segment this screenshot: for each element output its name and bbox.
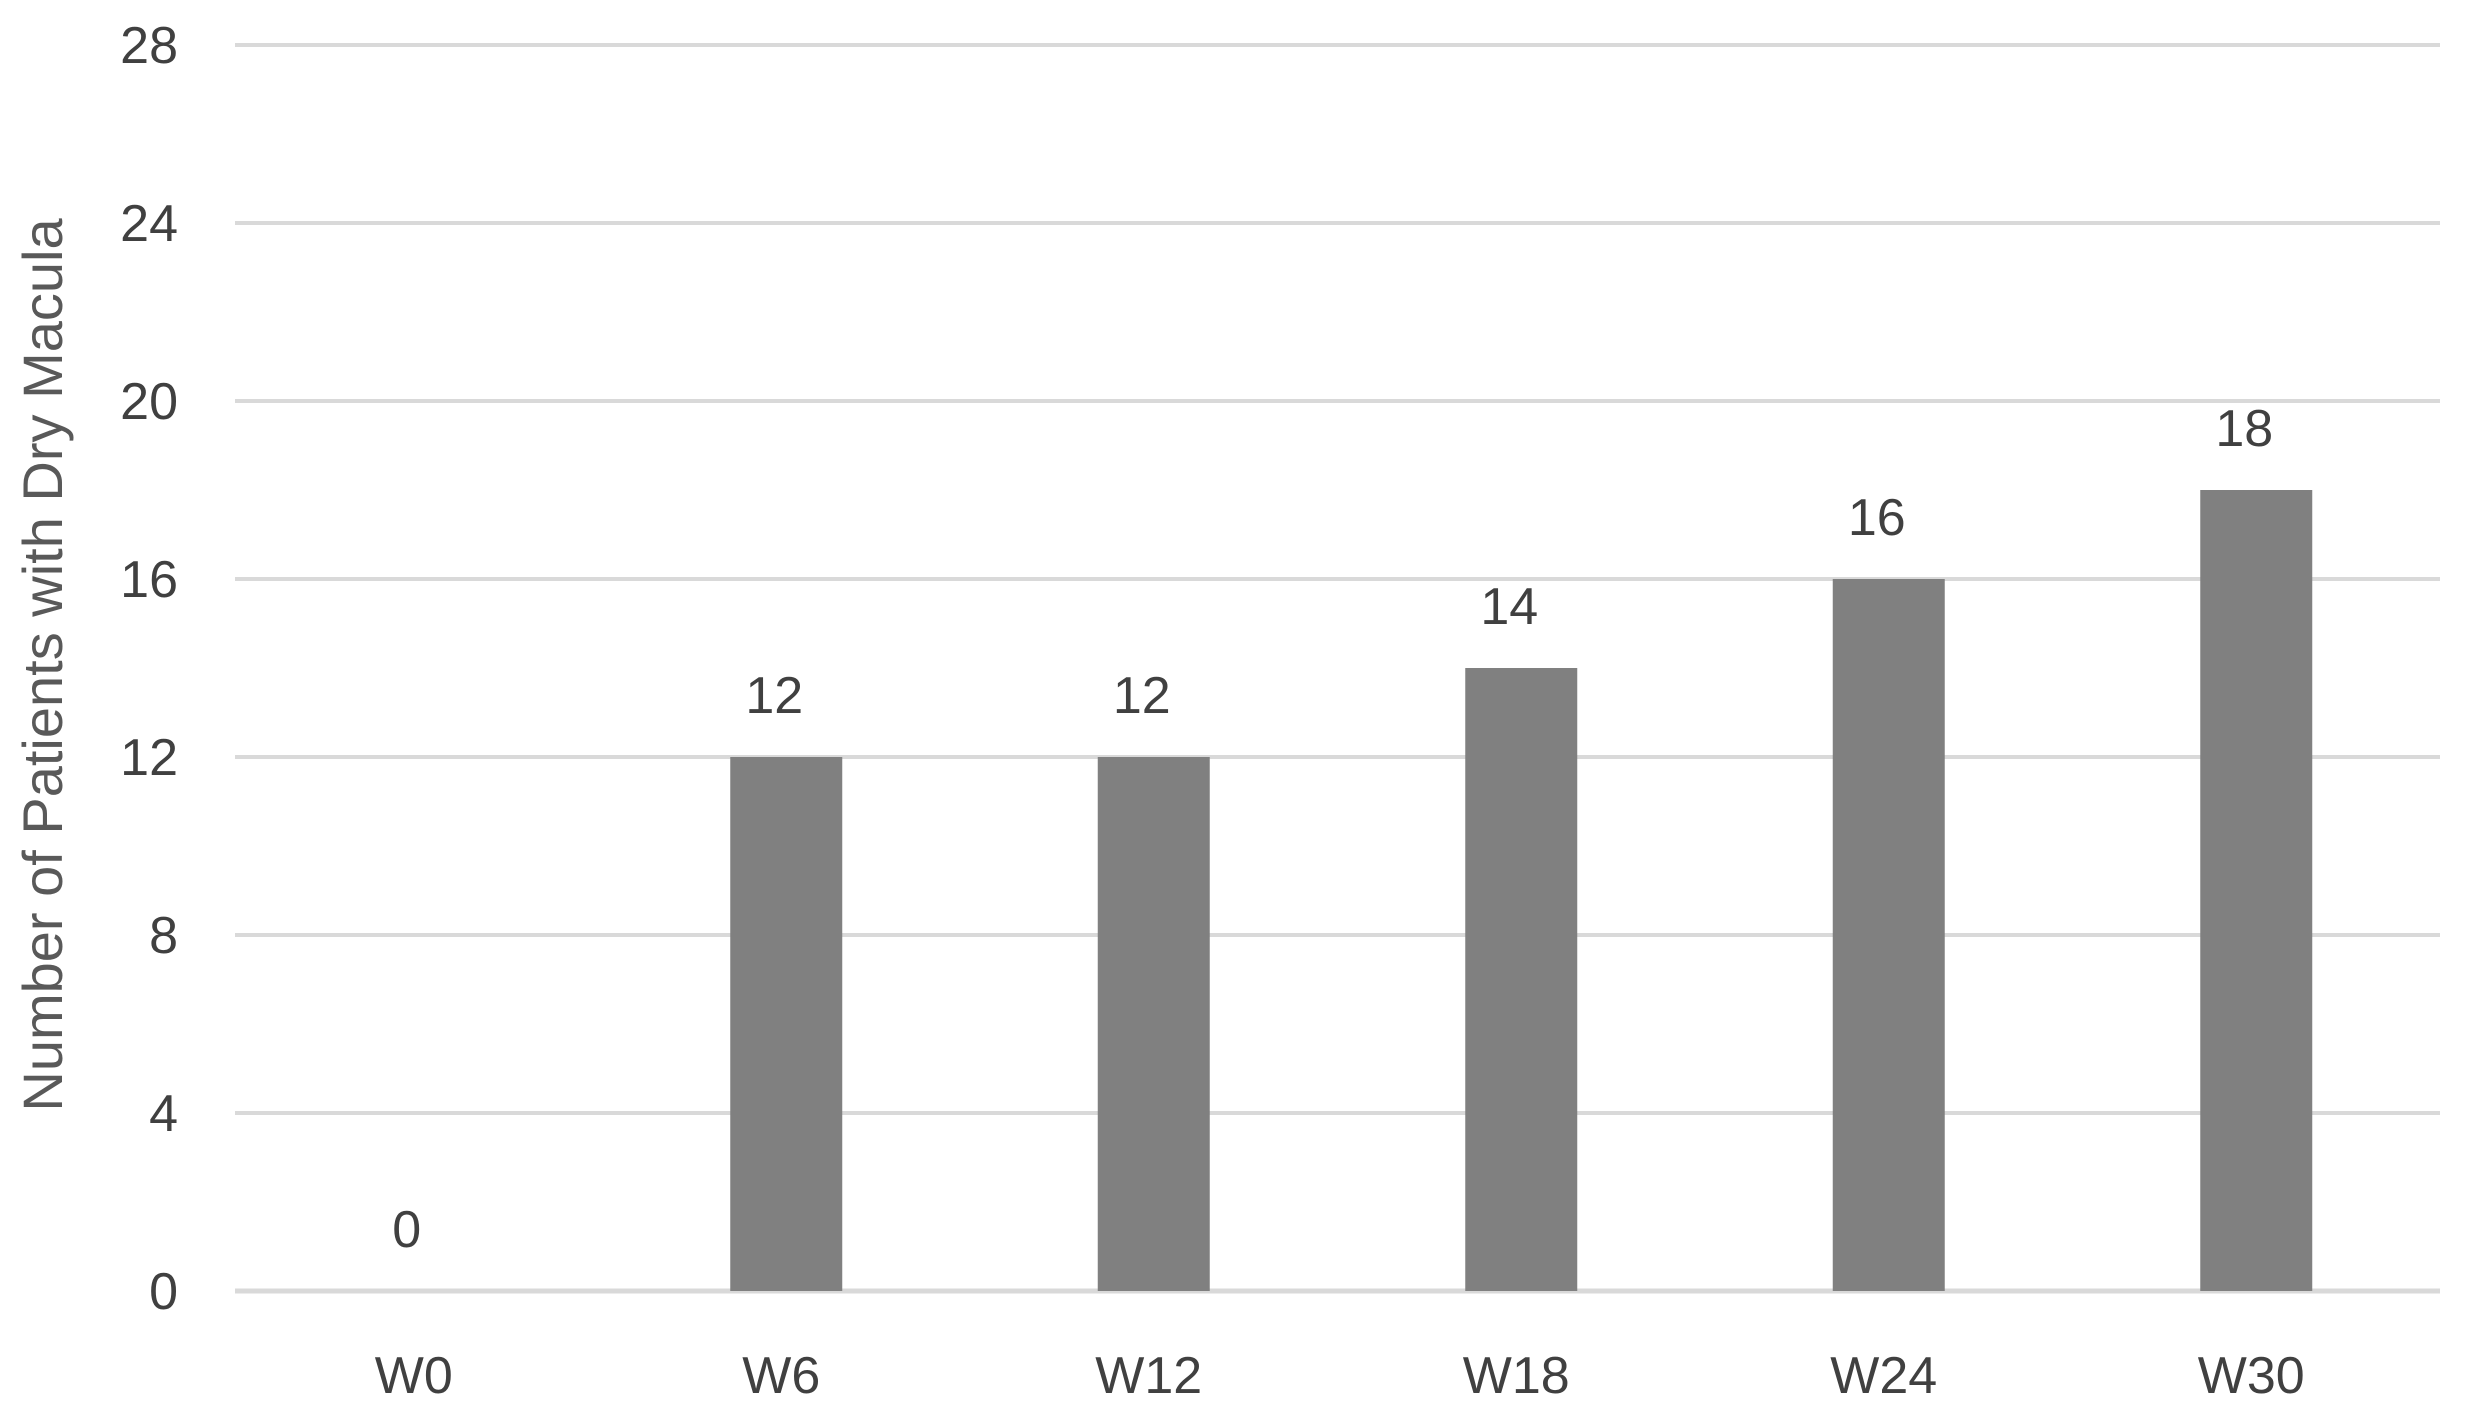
y-tick-label-12: 12 <box>120 729 178 787</box>
bar-w12 <box>1097 757 1210 1291</box>
bar-w24 <box>1832 579 1945 1291</box>
data-label-w18: 14 <box>1480 578 1538 636</box>
bars <box>730 490 2313 1291</box>
data-label-w30: 18 <box>2215 400 2273 458</box>
bar-w18 <box>1465 668 1578 1291</box>
x-tick-label-w18: W18 <box>1463 1347 1570 1405</box>
data-label-w24: 16 <box>1848 489 1906 547</box>
data-label-w12: 12 <box>1113 667 1171 725</box>
x-tick-label-w24: W24 <box>1830 1347 1937 1405</box>
y-tick-label-16: 16 <box>120 551 178 609</box>
x-tick-label-w30: W30 <box>2198 1347 2305 1405</box>
y-axis-title: Number of Patients with Dry Macula <box>11 218 74 1112</box>
gridlines <box>235 43 2440 1294</box>
x-tick-label-w12: W12 <box>1095 1347 1202 1405</box>
data-labels: 0 12 12 14 16 18 <box>392 400 2273 1259</box>
x-tick-label-w6: W6 <box>742 1347 820 1405</box>
y-tick-label-24: 24 <box>120 195 178 253</box>
y-axis-ticks: 0 4 8 12 16 20 24 28 <box>120 17 178 1321</box>
y-tick-label-4: 4 <box>149 1085 178 1143</box>
bar-w30 <box>2200 490 2313 1291</box>
y-tick-label-28: 28 <box>120 17 178 75</box>
y-tick-label-0: 0 <box>149 1263 178 1321</box>
data-label-w0: 0 <box>392 1201 421 1259</box>
y-tick-label-20: 20 <box>120 373 178 431</box>
bar-w6 <box>730 757 843 1291</box>
data-label-w6: 12 <box>745 667 803 725</box>
y-tick-label-8: 8 <box>149 907 178 965</box>
x-tick-label-w0: W0 <box>375 1347 453 1405</box>
x-axis-ticks: W0 W6 W12 W18 W24 W30 <box>375 1347 2305 1405</box>
